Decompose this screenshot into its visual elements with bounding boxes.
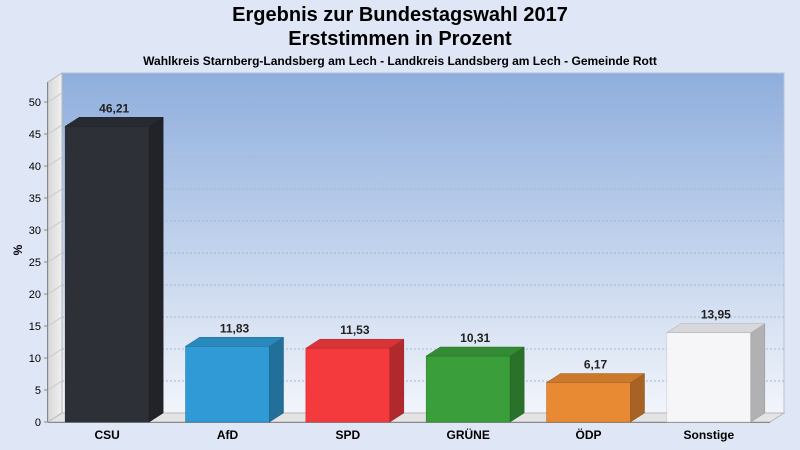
bar-value-label: 6,17 bbox=[584, 358, 608, 372]
bar-side bbox=[509, 346, 525, 423]
chart-subtitle: Wahlkreis Starnberg-Landsberg am Lech - … bbox=[143, 54, 657, 68]
x-tick-label: CSU bbox=[94, 428, 119, 442]
x-tick-label: Sonstige bbox=[683, 428, 734, 442]
gridline-wall bbox=[47, 380, 63, 391]
x-tick-label: GRÜNE bbox=[446, 427, 489, 442]
bar-top bbox=[304, 338, 405, 349]
y-tick-label: 10 bbox=[29, 353, 41, 365]
bar-side bbox=[269, 336, 284, 423]
bar-value-label: 10,31 bbox=[460, 331, 490, 345]
bar-side bbox=[750, 323, 766, 423]
y-tick-label: 25 bbox=[29, 257, 41, 269]
bar-afd bbox=[184, 336, 285, 423]
gridline-wall bbox=[47, 316, 63, 327]
bar-ödp bbox=[545, 373, 646, 423]
bar-front bbox=[546, 382, 631, 423]
bar-value-label: 11,53 bbox=[340, 323, 370, 337]
y-tick-label: 20 bbox=[29, 289, 41, 301]
bar-side bbox=[389, 338, 405, 423]
gridline-wall bbox=[47, 156, 63, 167]
bar-side bbox=[148, 116, 164, 423]
bar-top bbox=[64, 117, 165, 127]
y-axis-label: % bbox=[11, 244, 25, 255]
gridline-wall bbox=[47, 92, 63, 103]
gridline-wall bbox=[47, 220, 63, 231]
bar-top bbox=[545, 373, 646, 383]
x-tick-label: AfD bbox=[217, 428, 239, 442]
bar-top bbox=[184, 337, 285, 347]
plot-back-panel bbox=[61, 72, 785, 414]
gridline-wall bbox=[47, 124, 63, 135]
bar-front bbox=[185, 346, 270, 423]
y-tick-label: 45 bbox=[29, 129, 41, 141]
y-tick-label: 15 bbox=[29, 321, 41, 333]
bar-value-label: 46,21 bbox=[99, 101, 129, 115]
y-tick-label: 5 bbox=[35, 385, 41, 397]
gridline-wall bbox=[47, 348, 63, 359]
bar-value-label: 11,83 bbox=[220, 321, 250, 335]
bar-front bbox=[666, 332, 752, 423]
plot-left-wall bbox=[47, 72, 63, 423]
bar-spd bbox=[304, 338, 405, 423]
bar-front bbox=[64, 126, 150, 423]
bar-sonstige bbox=[665, 323, 766, 423]
bar-front bbox=[305, 347, 391, 423]
bar-top bbox=[665, 323, 766, 333]
x-tick-label: SPD bbox=[335, 428, 360, 442]
gridline-wall bbox=[47, 252, 63, 263]
gridline-wall bbox=[47, 188, 63, 199]
y-tick-label: 50 bbox=[29, 97, 41, 109]
y-tick-label: 30 bbox=[29, 225, 41, 237]
bar-csu bbox=[64, 116, 165, 423]
bar-top bbox=[425, 346, 526, 357]
bar-grüne bbox=[425, 346, 526, 423]
gridline-wall bbox=[47, 284, 63, 295]
chart-title: Ergebnis zur Bundestagswahl 2017 bbox=[232, 4, 568, 26]
x-tick-label: ÖDP bbox=[575, 427, 601, 442]
y-tick-label: 0 bbox=[35, 417, 41, 429]
chart-title-line2: Erststimmen in Prozent bbox=[288, 28, 512, 50]
y-tick-label: 40 bbox=[29, 161, 41, 173]
bar-value-label: 13,95 bbox=[701, 308, 731, 322]
y-tick-label: 35 bbox=[29, 193, 41, 205]
bar-front bbox=[425, 355, 511, 423]
